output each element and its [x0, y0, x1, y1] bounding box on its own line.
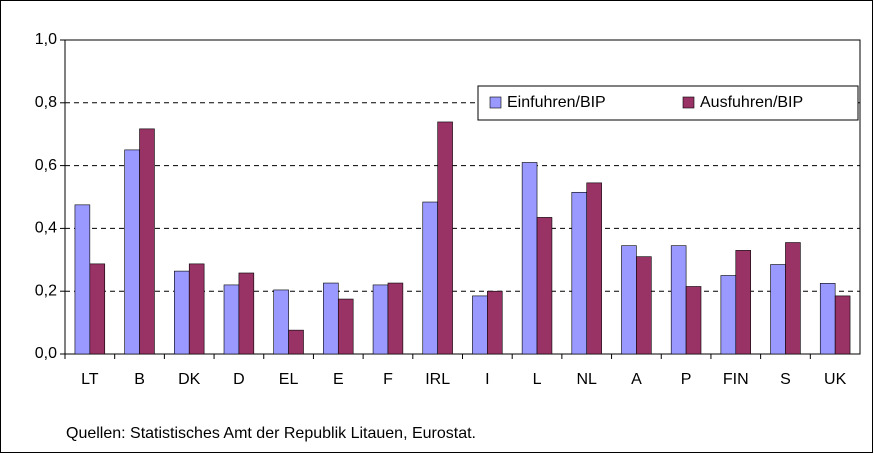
bar — [586, 182, 602, 355]
x-tick-label: E — [333, 371, 344, 388]
source-note: Quellen: Statistisches Amt der Republik … — [66, 425, 476, 442]
bar — [323, 282, 339, 355]
bar — [770, 264, 786, 355]
legend-label: Einfuhren/BIP — [507, 94, 606, 111]
x-tick-label: F — [383, 371, 393, 388]
bar — [74, 204, 91, 355]
x-tick-label: P — [681, 371, 692, 388]
bar — [437, 121, 453, 355]
bar — [337, 298, 354, 355]
bar — [834, 295, 851, 355]
x-tick-label: DK — [178, 371, 201, 388]
y-tick-label: 0,2 — [35, 282, 57, 299]
legend-swatch — [489, 96, 502, 109]
bar — [387, 282, 404, 355]
bar — [288, 329, 304, 355]
y-tick-label: 0,4 — [35, 220, 57, 237]
x-tick-label: D — [233, 371, 245, 388]
x-tick-label: A — [631, 371, 642, 388]
bar — [89, 263, 106, 355]
bar — [174, 270, 190, 355]
y-tick-label: 0,6 — [35, 157, 57, 174]
legend-box — [477, 85, 859, 121]
y-tick-label: 0,0 — [35, 345, 57, 362]
x-tick-label: I — [485, 371, 489, 388]
bar — [819, 283, 836, 355]
x-tick-label: NL — [576, 371, 597, 388]
x-tick-label: S — [780, 371, 791, 388]
x-tick-label: UK — [824, 371, 847, 388]
bar — [670, 245, 687, 355]
x-tick-label: B — [134, 371, 145, 388]
legend-label: Ausfuhren/BIP — [700, 94, 803, 111]
y-tick-label: 1,0 — [35, 31, 57, 48]
bar — [720, 275, 737, 355]
bar — [372, 284, 389, 355]
bar — [422, 201, 438, 355]
x-tick-label: LT — [81, 371, 99, 388]
legend-swatch — [682, 96, 695, 109]
bar — [621, 245, 637, 355]
bar — [188, 263, 205, 355]
bar — [571, 191, 588, 355]
bar — [472, 295, 488, 355]
bar — [223, 284, 240, 355]
bar — [536, 217, 553, 355]
bar — [636, 256, 652, 355]
x-tick-label: L — [533, 371, 542, 388]
bar — [521, 162, 538, 355]
bar — [785, 242, 801, 355]
bar — [735, 250, 751, 355]
x-tick-label: IRL — [425, 371, 450, 388]
x-tick-label: FIN — [723, 371, 749, 388]
bar — [487, 290, 503, 355]
bar — [124, 149, 140, 355]
bar — [139, 128, 155, 355]
bar — [273, 289, 289, 355]
y-tick-label: 0,8 — [35, 94, 57, 111]
bar — [685, 286, 702, 355]
x-tick-label: EL — [279, 371, 299, 388]
bar — [238, 272, 255, 355]
